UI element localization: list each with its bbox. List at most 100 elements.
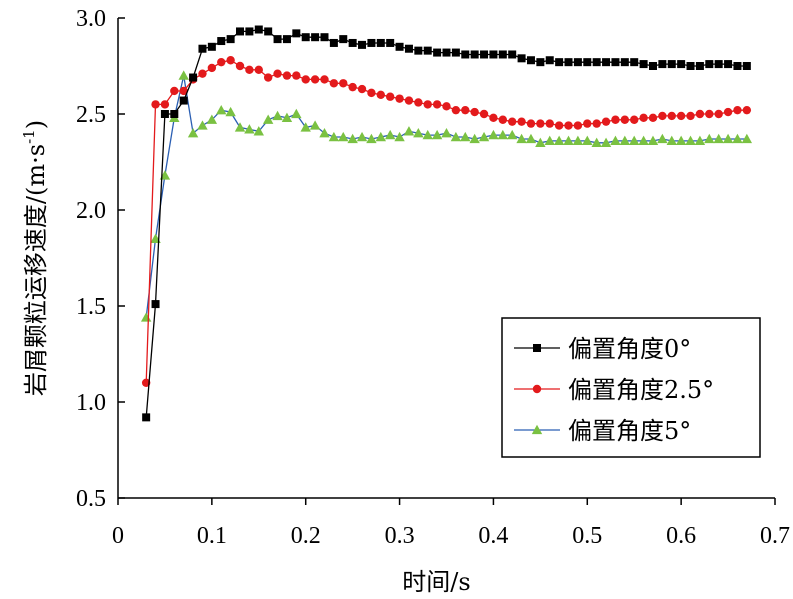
data-point [489,113,498,123]
data-point [648,62,657,70]
data-point [226,56,235,65]
data-point [442,48,451,57]
x-tick-label: 0.4 [478,523,508,549]
data-point [264,27,273,36]
data-point [404,96,414,105]
data-point [263,73,273,82]
data-point [638,135,649,146]
data-point [564,58,573,67]
data-point [432,100,442,109]
data-point [160,100,170,109]
x-tick-label: 0.6 [666,523,696,549]
legend: 偏置角度0° 偏置角度2.5° 偏置角度5° [501,317,761,458]
data-point [217,37,226,46]
data-point [478,131,490,142]
data-point [422,129,433,140]
data-point [714,109,723,119]
data-point [328,131,340,142]
data-point [320,33,329,42]
data-point [742,105,752,115]
axes: 0.5 1.0 1.5 2.0 2.5 3.0 0 0.1 0.2 0.3 0.4 0.5 0.6 0.7… [20,6,790,596]
plot-area [140,25,753,422]
data-point [347,133,358,144]
data-point [281,112,293,122]
x-tick-label: 0.3 [385,523,415,549]
data-point [488,129,499,140]
y-axis-title-main: 岩屑颗粒运移速度/(m·s [22,144,50,396]
data-point [553,135,565,146]
data-point [667,60,676,69]
data-point [460,131,471,142]
data-point [544,135,555,146]
data-point [376,90,385,100]
data-point [292,71,301,80]
data-point [732,133,743,144]
data-point [516,133,527,144]
data-point [611,58,620,67]
data-point [695,62,704,70]
data-point [620,115,630,124]
data-point [253,126,264,136]
data-point [441,128,452,138]
data-point [282,71,292,80]
data-point [525,133,537,144]
data-point [339,79,348,88]
data-point [301,75,310,84]
data-point [151,100,160,109]
data-point [630,115,639,124]
data-point [179,96,188,105]
data-point [414,46,423,55]
data-point [498,50,507,59]
data-point [300,122,311,132]
y-axis-title-sup: -1 [20,129,38,144]
data-point [244,124,255,134]
data-point [647,135,659,146]
legend-swatch-marker [531,424,543,435]
data-point [292,29,301,38]
data-point [666,135,677,146]
data-point [470,50,479,59]
data-point [329,79,339,88]
data-point [704,133,715,144]
data-point [254,65,263,75]
data-point [667,111,676,121]
data-point [713,133,724,144]
data-point [677,60,686,69]
data-point [234,122,246,132]
y-tick-label: 1.0 [76,390,106,416]
data-point [395,42,404,51]
data-point [272,110,283,121]
data-point [555,58,564,67]
data-point [602,58,611,67]
data-point [414,98,423,107]
data-point [179,86,188,96]
data-point [198,44,207,53]
y-tick-label: 0.5 [76,486,106,512]
data-point [207,42,216,51]
data-point [657,133,668,144]
data-point [620,58,629,67]
y-tick-label: 2.0 [76,198,106,224]
data-point [262,114,274,124]
data-point [357,84,367,94]
legend-swatch-marker [533,344,541,352]
data-point [573,58,582,67]
data-point [648,113,658,123]
data-point [385,92,395,101]
x-tick-label: 0 [112,523,124,549]
data-point [611,115,620,124]
data-point [403,126,415,136]
data-point [338,131,349,142]
data-point [705,60,714,69]
data-point [517,117,526,126]
data-point [573,121,583,130]
data-point [572,135,584,146]
data-point [423,100,432,109]
data-point [386,38,395,47]
data-point [311,33,320,42]
data-point [320,75,329,84]
data-point [151,300,160,309]
data-point [592,119,601,128]
data-point [160,110,169,118]
